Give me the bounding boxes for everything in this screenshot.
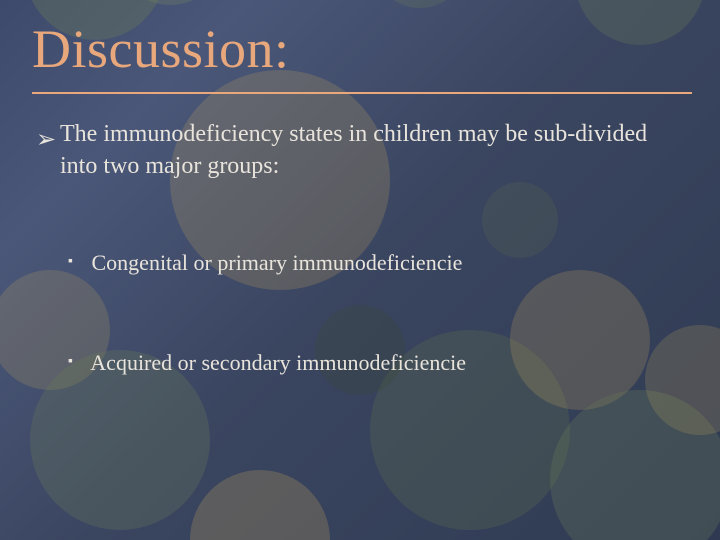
main-bullet: ➢ The immunodeficiency states in childre… (36, 118, 680, 183)
square-bullet-icon: ▪ (68, 253, 86, 272)
sub-bullet-2-text: Acquired or secondary immunodeficiencie (90, 350, 466, 375)
sub-bullet-1: ▪ Congenital or primary immunodeficienci… (68, 248, 680, 278)
sub-bullet-1-text: Congenital or primary immunodeficiencie (92, 250, 463, 275)
bg-circle (575, 0, 705, 45)
slide: Discussion: ➢ The immunodeficiency state… (0, 0, 720, 540)
bg-circle (482, 182, 558, 258)
bg-circle (190, 470, 330, 540)
main-bullet-text: The immunodeficiency states in children … (60, 121, 647, 179)
sub-bullet-2: ▪ Acquired or secondary immunodeficienci… (68, 348, 680, 378)
square-bullet-icon: ▪ (68, 353, 86, 372)
arrow-bullet-icon: ➢ (36, 124, 54, 156)
slide-title: Discussion: (32, 18, 290, 80)
bg-circle (372, 0, 468, 8)
bg-circle (510, 270, 650, 410)
title-underline (32, 92, 692, 94)
